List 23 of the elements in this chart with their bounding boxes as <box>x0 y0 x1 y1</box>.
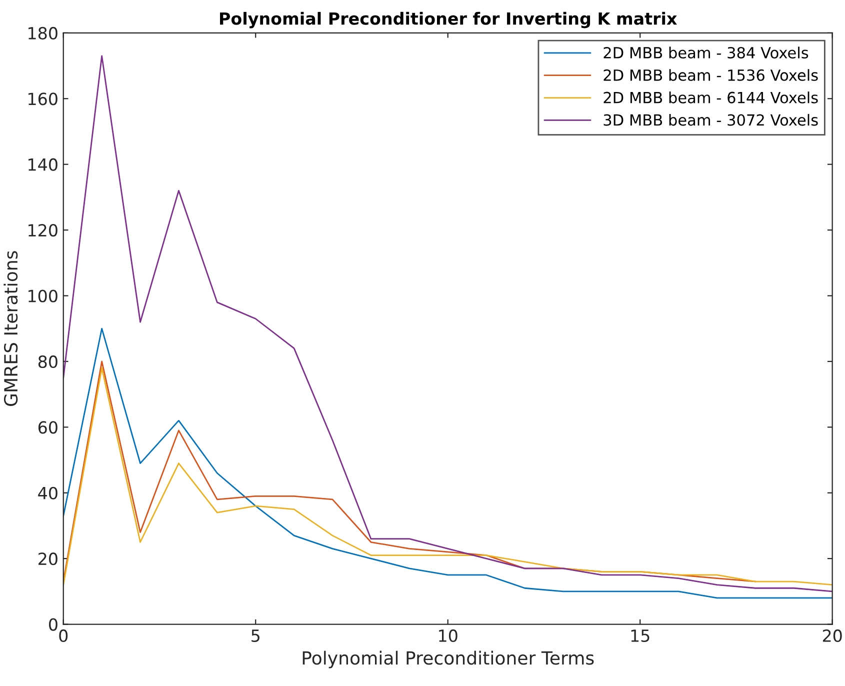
y-tick-label: 40 <box>38 486 58 500</box>
y-tick-label: 80 <box>38 355 58 368</box>
x-tick-label: 20 <box>822 629 842 642</box>
y-tick-label: 120 <box>28 224 58 237</box>
y-tick-label: 60 <box>38 421 58 434</box>
y-tick-label: 20 <box>38 552 58 566</box>
x-tick-label: 15 <box>631 630 650 642</box>
legend-label: 3D MBB beam - 3072 Voxels <box>604 114 818 126</box>
x-tick-label: 10 <box>439 629 458 642</box>
line-series <box>63 328 832 599</box>
x-axis-title: Polynomial Preconditioner Terms <box>302 650 594 668</box>
legend-label: 2D MBB beam - 6144 Voxels <box>604 92 818 104</box>
y-tick-label: 160 <box>28 92 58 106</box>
legend-label: 2D MBB beam - 384 Voxels <box>604 46 808 59</box>
y-tick-label: 180 <box>28 26 58 40</box>
chart-title: Polynomial Preconditioner for Inverting K matrix <box>220 12 677 28</box>
x-tick-label: 0 <box>59 629 68 642</box>
y-axis-title: GMRES Iterations <box>4 251 18 406</box>
y-tick-label: 100 <box>28 290 58 302</box>
y-tick-label: 140 <box>28 158 58 171</box>
x-tick-label: 5 <box>252 630 260 642</box>
y-tick-label: 0 <box>49 618 58 631</box>
legend-label: 2D MBB beam - 1536 Voxels <box>604 69 818 81</box>
